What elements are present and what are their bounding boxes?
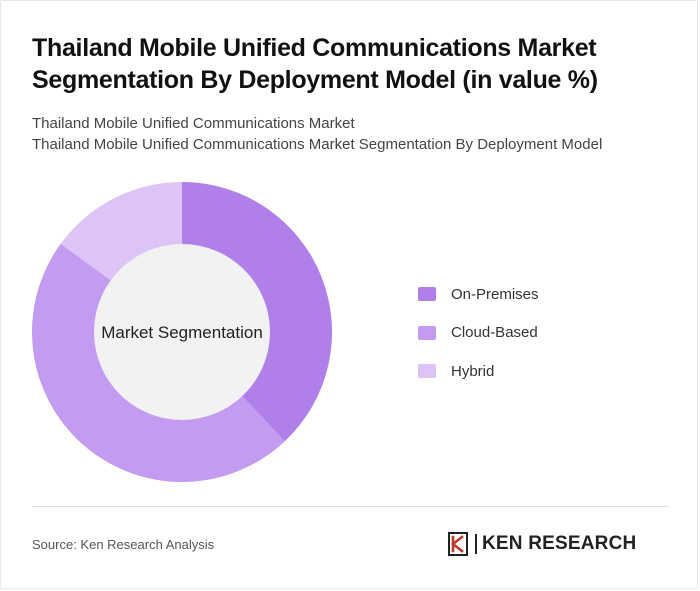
chart-title: Thailand Mobile Unified Communications M… [32,34,598,94]
legend-item-on-premises: On-Premises [418,284,539,304]
donut-center [94,244,270,420]
legend-label-hybrid: Hybrid [451,362,495,380]
legend-swatch-hybrid [418,364,436,378]
legend-label-on-premises: On-Premises [451,285,539,303]
ken-research-logo: KEN RESEARCH [447,532,636,556]
logo-separator [475,534,477,554]
subtitle-line-1: Thailand Mobile Unified Communications M… [32,115,355,132]
footer-divider [32,506,668,507]
legend: On-Premises Cloud-Based Hybrid [418,284,539,400]
legend-swatch-on-premises [418,287,436,301]
subtitle-line-2: Thailand Mobile Unified Communications M… [32,136,603,153]
center-label: Market Segmentation [101,323,263,342]
legend-item-cloud-based: Cloud-Based [418,323,539,343]
logo-text: KEN RESEARCH [482,533,637,554]
donut-chart: Market Segmentation [31,182,333,483]
chart-subtitle: Thailand Mobile Unified Communications M… [32,113,672,155]
source-note: Source: Ken Research Analysis [32,537,215,552]
ken-research-logo-icon [448,532,468,556]
legend-label-cloud-based: Cloud-Based [451,324,538,341]
legend-swatch-cloud-based [418,325,436,340]
legend-item-hybrid: Hybrid [418,361,539,381]
